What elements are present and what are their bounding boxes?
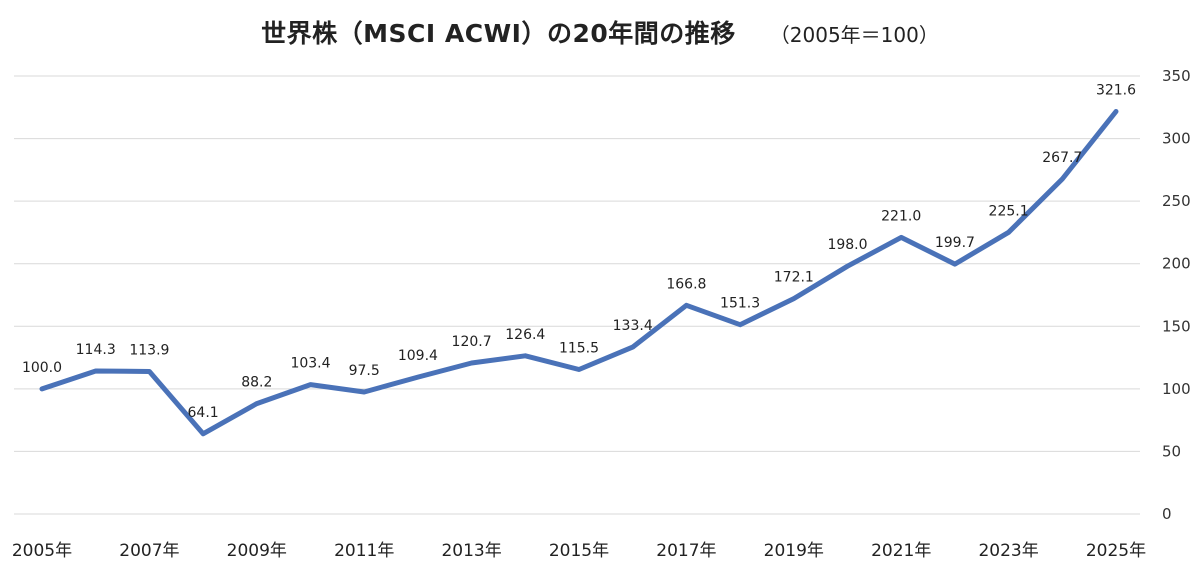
- x-tick-label: 2017年: [656, 541, 716, 561]
- y-tick-label: 250: [1162, 192, 1191, 210]
- chart-subtitle: （2005年＝100）: [769, 23, 939, 47]
- y-tick-label: 50: [1162, 442, 1181, 460]
- x-tick-label: 2009年: [227, 541, 287, 561]
- y-tick-label: 100: [1162, 380, 1191, 398]
- x-tick-label: 2011年: [334, 541, 394, 561]
- data-labels: 100.0 114.3 113.9 64.1 88.2 103.4 97.5 109.4 120…: [22, 83, 1136, 421]
- y-tick-label: 200: [1162, 255, 1191, 273]
- data-label: 172.1: [774, 270, 814, 286]
- data-label: 225.1: [989, 203, 1029, 219]
- x-axis-ticks: 2005年 2007年 2009年 2011年 2013年 2015年 2017年 2019年…: [12, 541, 1146, 561]
- data-label: 166.8: [666, 276, 706, 292]
- y-axis-ticks: 0 50 100 150 200 250 300 350: [1162, 67, 1191, 523]
- data-label: 115.5: [559, 340, 599, 356]
- data-label: 126.4: [505, 327, 545, 343]
- data-label: 113.9: [129, 342, 169, 358]
- x-tick-label: 2007年: [119, 541, 179, 561]
- data-label: 120.7: [452, 334, 492, 350]
- x-tick-label: 2005年: [12, 541, 72, 561]
- data-label: 100.0: [22, 360, 62, 376]
- y-tick-label: 0: [1162, 505, 1172, 523]
- data-label: 133.4: [613, 318, 653, 334]
- data-label: 109.4: [398, 348, 438, 364]
- series-line: [39, 109, 1119, 437]
- data-label: 199.7: [935, 235, 975, 251]
- x-tick-label: 2025年: [1086, 541, 1146, 561]
- y-tick-label: 350: [1162, 67, 1191, 85]
- y-tick-label: 150: [1162, 317, 1191, 335]
- data-label: 151.3: [720, 296, 760, 312]
- data-label: 198.0: [827, 237, 867, 253]
- data-label: 267.7: [1042, 150, 1082, 166]
- x-tick-label: 2015年: [549, 541, 609, 561]
- data-label: 97.5: [349, 363, 380, 379]
- data-label: 321.6: [1096, 83, 1136, 99]
- chart-title: 世界株（MSCI ACWI）の20年間の推移: [261, 19, 736, 48]
- data-label: 88.2: [241, 375, 272, 391]
- x-tick-label: 2021年: [871, 541, 931, 561]
- data-label: 103.4: [290, 356, 330, 372]
- data-label: 221.0: [881, 208, 921, 224]
- x-tick-label: 2013年: [441, 541, 501, 561]
- y-tick-label: 300: [1162, 130, 1191, 148]
- x-tick-label: 2023年: [978, 541, 1038, 561]
- x-tick-label: 2019年: [764, 541, 824, 561]
- data-label: 114.3: [76, 342, 116, 358]
- gridlines: [14, 75, 1140, 515]
- data-label: 64.1: [188, 405, 219, 421]
- chart-title-row: 世界株（MSCI ACWI）の20年間の推移 （2005年＝100）: [0, 14, 1200, 50]
